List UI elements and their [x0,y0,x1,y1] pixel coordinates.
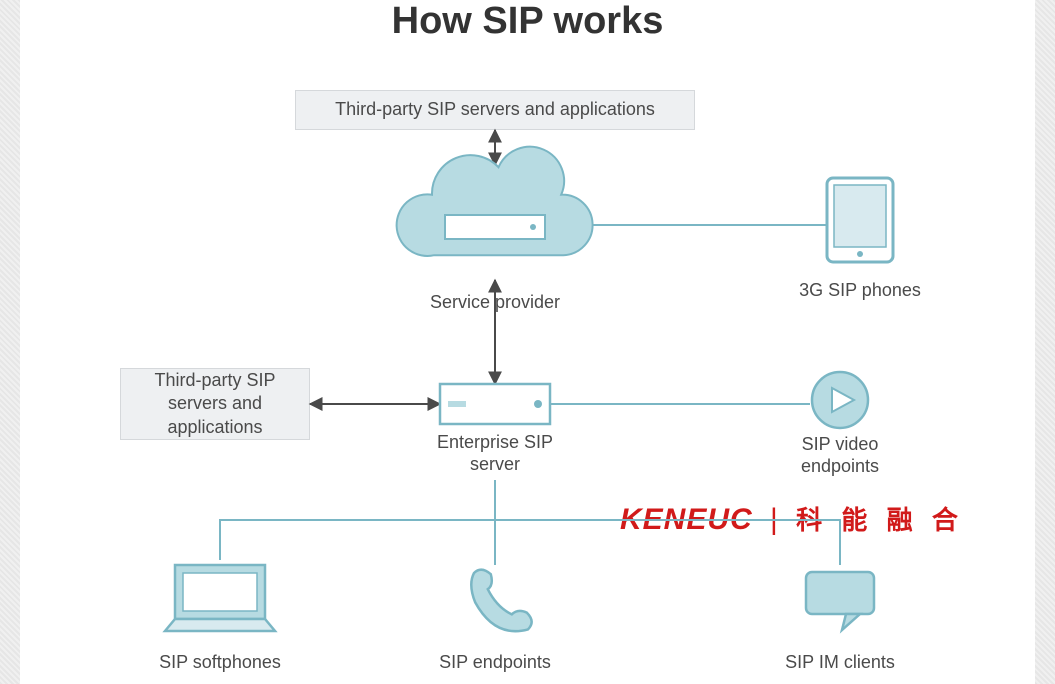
label-sip-video: SIP video endpoints [760,434,920,477]
page-gutter-right [1035,0,1055,684]
box-third-party-top-label: Third-party SIP servers and applications [335,98,655,121]
play-circle-icon [812,372,868,428]
page-gutter-left [0,0,20,684]
chat-icon [806,572,874,630]
server-icon [440,384,550,424]
watermark-cjk: 科 能 融 合 [796,505,964,535]
label-sip-endpoints: SIP endpoints [405,652,585,674]
label-service-provider: Service provider [395,292,595,314]
phone-icon [471,570,531,632]
label-enterprise-server: Enterprise SIP server [405,432,585,475]
diagram-title: How SIP works [20,0,1035,43]
laptop-icon [165,565,275,631]
label-sip-softphones: SIP softphones [130,652,310,674]
box-third-party-left: Third-party SIP servers and applications [120,368,310,440]
label-sip-im-clients: SIP IM clients [750,652,930,674]
label-3g-sip-phones: 3G SIP phones [770,280,950,302]
diagram-canvas: How SIP works Third-party SIP servers an… [20,0,1035,684]
box-third-party-left-label: Third-party SIP servers and applications [154,369,275,439]
tablet-icon [827,178,893,262]
watermark: KENEUC | 科 能 融 合 [620,500,964,537]
label-sip-server: SIP server [425,240,565,262]
box-third-party-top: Third-party SIP servers and applications [295,90,695,130]
watermark-latin: KENEUC [620,503,753,536]
